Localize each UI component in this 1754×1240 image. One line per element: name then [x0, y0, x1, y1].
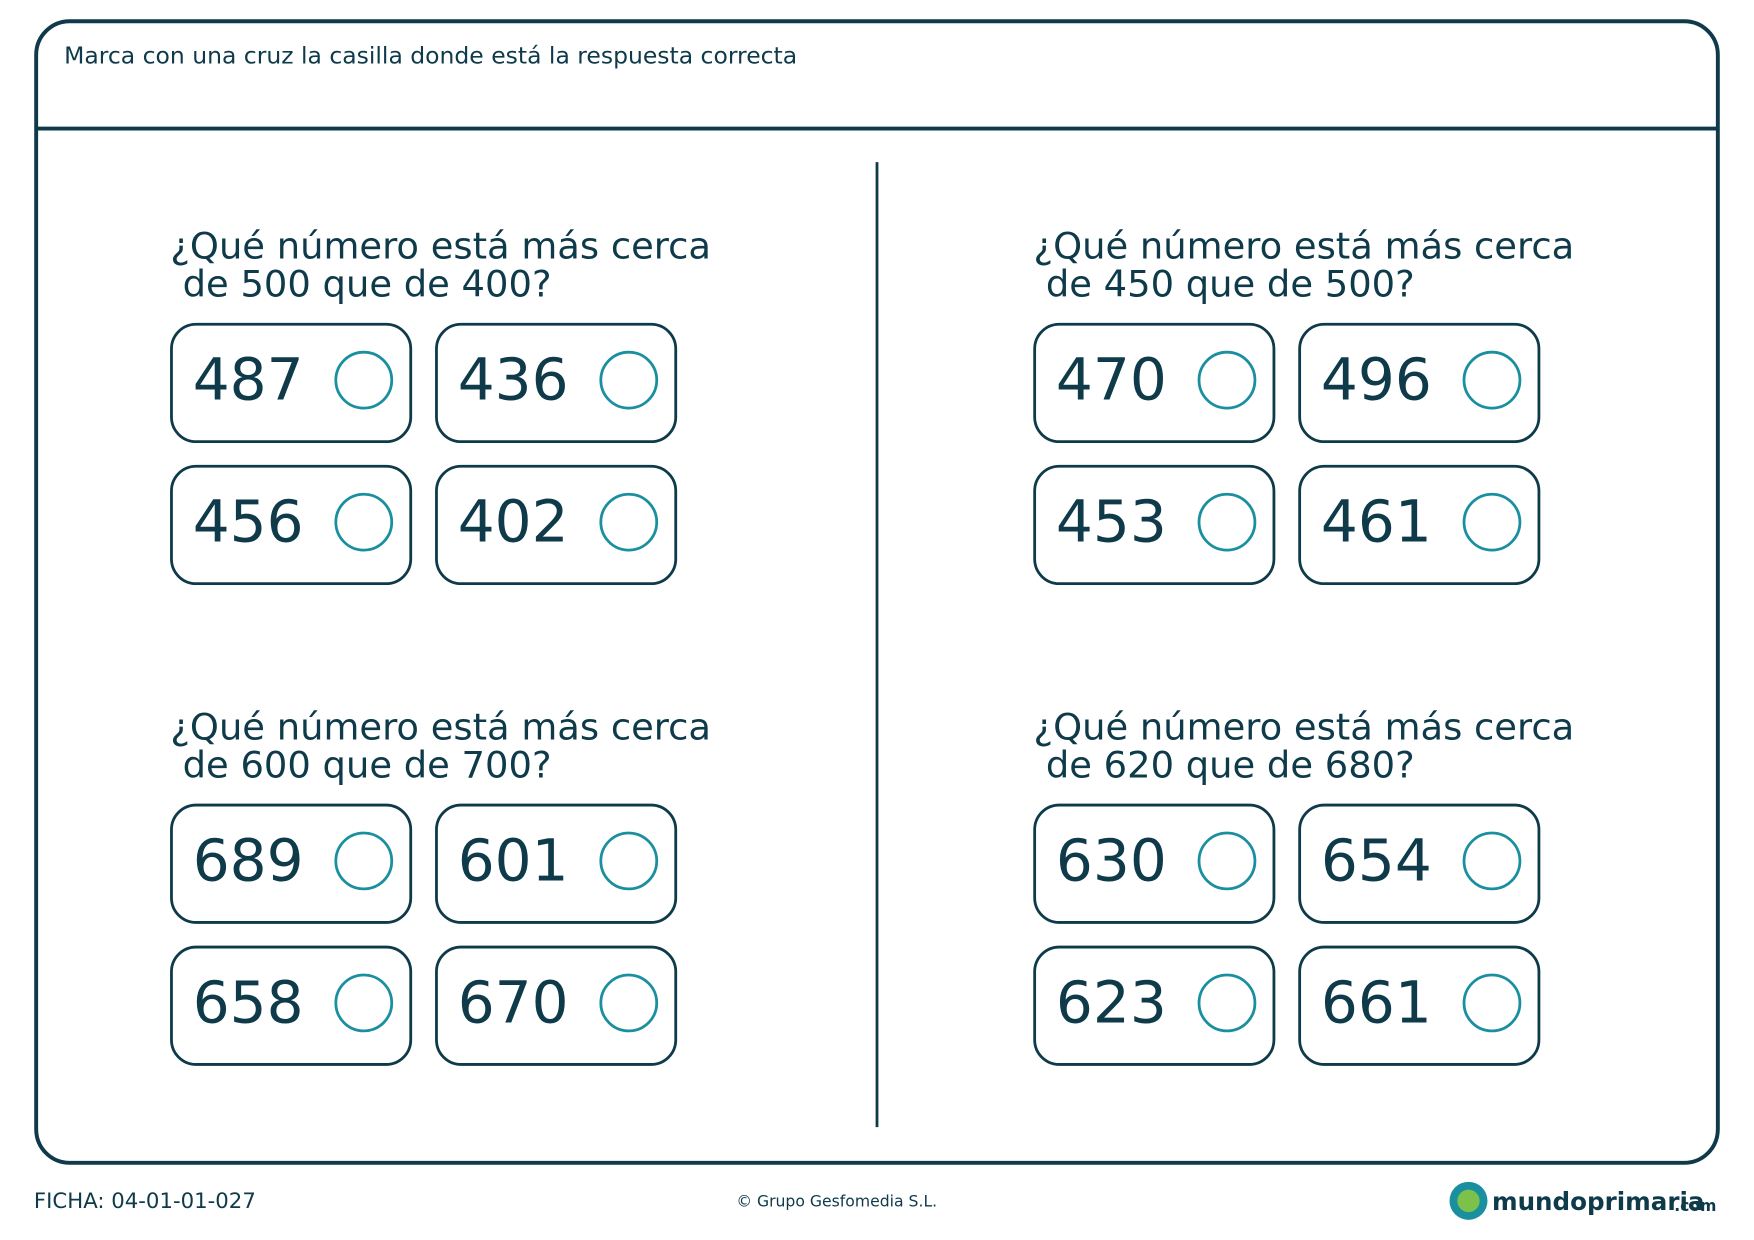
- option-number: 623: [1056, 968, 1167, 1036]
- option-number: 456: [193, 488, 304, 556]
- option-checkbox[interactable]: [334, 831, 394, 891]
- option-number: 670: [458, 968, 569, 1036]
- option-checkbox[interactable]: [599, 973, 659, 1033]
- frame: [34, 19, 1720, 1165]
- option-checkbox[interactable]: [599, 350, 659, 410]
- option-box: [435, 945, 678, 1066]
- question-line: de 450 que de 500?: [1046, 263, 1415, 306]
- option-box: [435, 464, 678, 586]
- question-line: ¿Qué número está más cerca: [170, 706, 711, 749]
- option-box: [1033, 322, 1276, 444]
- option-number: 461: [1321, 488, 1432, 556]
- option-checkbox[interactable]: [1197, 973, 1257, 1033]
- option-number: 630: [1056, 826, 1167, 894]
- option-box: [1033, 945, 1276, 1066]
- option-box: [170, 945, 413, 1066]
- option-box: [170, 464, 413, 586]
- option-checkbox[interactable]: [1462, 492, 1522, 552]
- question-line: ¿Qué número está más cerca: [1034, 225, 1575, 268]
- option-box: [1298, 945, 1541, 1066]
- option-number: 470: [1056, 346, 1167, 414]
- logo-icon-inner: [1457, 1189, 1480, 1213]
- logo-domain: .com: [1674, 1196, 1716, 1215]
- option-checkbox[interactable]: [1462, 831, 1522, 891]
- option-checkbox[interactable]: [1197, 350, 1257, 410]
- option-number: 496: [1321, 346, 1432, 414]
- option-box: [170, 803, 413, 924]
- logo: mundoprimaria .com: [1449, 1181, 1716, 1220]
- option-number: 689: [193, 826, 304, 894]
- option-box: [435, 803, 678, 924]
- option-box: [1298, 464, 1541, 586]
- option-number: 436: [458, 346, 569, 414]
- option-box: [1033, 803, 1276, 924]
- question-line: de 500 que de 400?: [183, 263, 552, 306]
- option-number: 661: [1321, 968, 1432, 1036]
- footer-code: FICHA: 04-01-01-027: [34, 1189, 256, 1214]
- option-checkbox[interactable]: [1462, 350, 1522, 410]
- option-number: 658: [193, 968, 304, 1036]
- option-number: 654: [1321, 826, 1432, 894]
- option-number: 487: [193, 346, 304, 414]
- option-checkbox[interactable]: [334, 492, 394, 552]
- option-checkbox[interactable]: [1462, 973, 1522, 1033]
- option-box: [1033, 464, 1276, 586]
- option-box: [435, 322, 678, 444]
- copyright: © Grupo Gesfomedia S.L.: [736, 1191, 937, 1210]
- option-checkbox[interactable]: [1197, 492, 1257, 552]
- question-line: de 620 que de 680?: [1046, 744, 1415, 787]
- option-number: 601: [458, 826, 569, 894]
- option-box: [170, 322, 413, 444]
- option-box: [1298, 803, 1541, 924]
- option-checkbox[interactable]: [599, 831, 659, 891]
- instruction: Marca con una cruz la casilla donde está…: [64, 42, 797, 70]
- question-line: de 600 que de 700?: [183, 744, 552, 787]
- logo-name: mundoprimaria: [1492, 1187, 1705, 1216]
- option-checkbox[interactable]: [334, 350, 394, 410]
- option-checkbox[interactable]: [599, 492, 659, 552]
- option-number: 402: [458, 488, 569, 556]
- question-line: ¿Qué número está más cerca: [1034, 706, 1575, 749]
- option-checkbox[interactable]: [334, 973, 394, 1033]
- option-checkbox[interactable]: [1197, 831, 1257, 891]
- option-box: [1298, 322, 1541, 444]
- question-line: ¿Qué número está más cerca: [170, 225, 711, 268]
- option-number: 453: [1056, 488, 1167, 556]
